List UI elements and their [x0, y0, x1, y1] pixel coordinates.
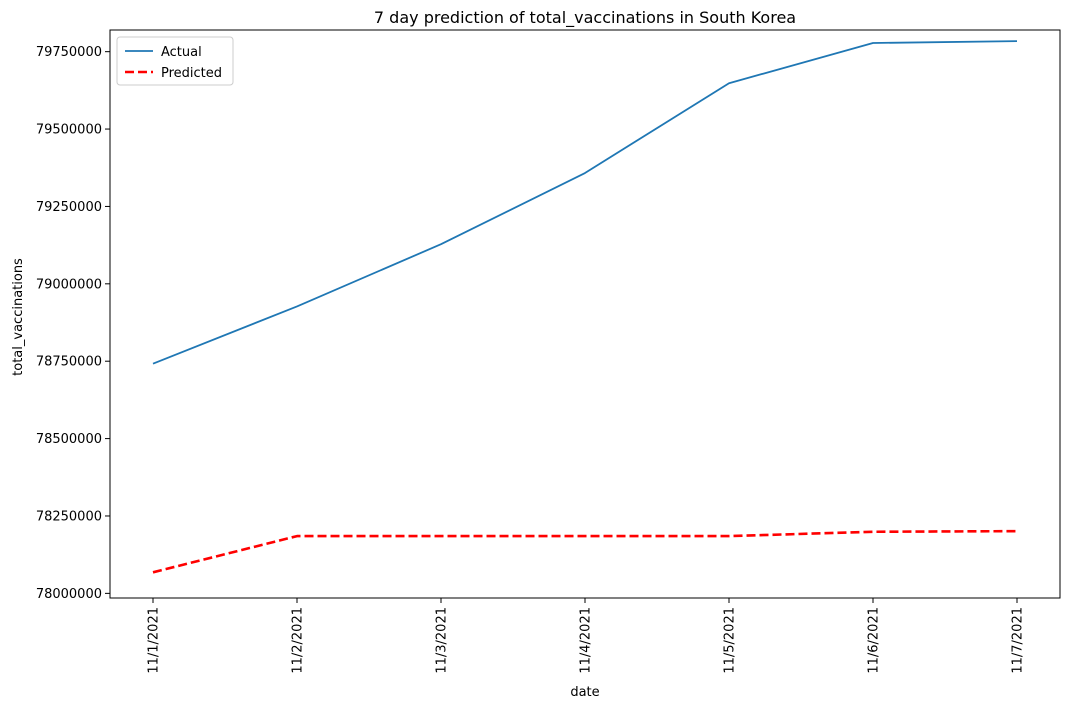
x-tick-label: 11/2/2021 [291, 607, 306, 674]
x-tick-label: 11/4/2021 [579, 607, 594, 674]
plot-area [109, 29, 1061, 599]
legend-label-predicted: Predicted [161, 66, 222, 81]
series-line-actual [152, 40, 1018, 365]
x-tick-label: 11/3/2021 [435, 607, 450, 674]
y-tick-label: 78000000 [36, 587, 102, 602]
y-tick-label: 78750000 [36, 355, 102, 370]
y-tick-label: 79750000 [36, 45, 102, 60]
x-tick-label: 11/7/2021 [1011, 607, 1026, 674]
series-layer [152, 40, 1018, 574]
y-axis-title: total_vaccinations [11, 258, 26, 376]
chart-title: 7 day prediction of total_vaccinations i… [374, 8, 796, 28]
series-line-predicted [152, 529, 1018, 574]
x-axis-title: date [570, 685, 599, 700]
x-tick-label: 11/6/2021 [867, 607, 882, 674]
y-tick-label: 78250000 [36, 509, 102, 524]
y-tick-label: 79000000 [36, 277, 102, 292]
x-axis: 11/1/2021 11/2/2021 11/3/2021 11/4/2021 11/5… [147, 598, 1026, 674]
legend-label-actual: Actual [161, 45, 202, 60]
x-tick-label: 11/1/2021 [147, 607, 162, 674]
y-tick-label: 79250000 [36, 200, 102, 215]
y-tick-label: 78500000 [36, 432, 102, 447]
x-tick-label: 11/5/2021 [723, 607, 738, 674]
legend: Actual Predicted [116, 36, 234, 86]
y-tick-label: 79500000 [36, 123, 102, 138]
y-axis: 78000000 78250000 78500000 78750000 79000000… [36, 45, 110, 602]
